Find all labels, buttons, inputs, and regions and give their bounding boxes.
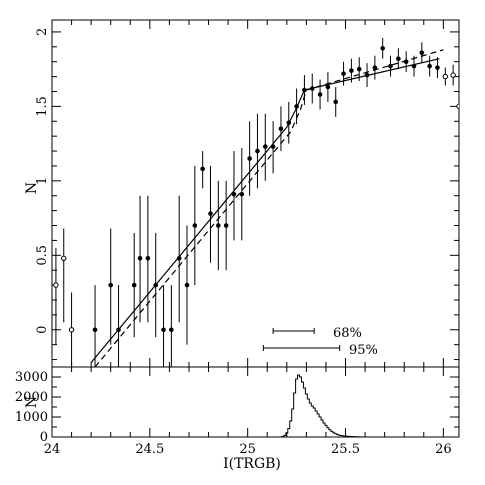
data-point	[427, 63, 432, 69]
x-tick-label: 24	[44, 442, 61, 457]
data-point	[380, 45, 385, 51]
data-point	[325, 84, 331, 90]
data-point	[161, 327, 166, 333]
data-point	[192, 223, 198, 228]
data-point	[184, 282, 190, 288]
data-point	[372, 65, 378, 70]
data-point	[333, 99, 339, 105]
top-panel-frame	[51, 19, 460, 368]
fit-line-solid	[90, 58, 440, 363]
data-point	[116, 327, 121, 333]
x-tick-label: 25	[239, 442, 256, 457]
data-point	[411, 63, 417, 69]
x-tick-label: 26	[435, 442, 452, 457]
x-axis-title: I(TRGB)	[223, 456, 281, 472]
bottom-y-axis-title: N	[24, 396, 40, 408]
data-point-open	[68, 327, 75, 333]
data-point	[137, 255, 143, 261]
data-point	[108, 282, 114, 288]
bottom-panel-frame	[51, 366, 460, 438]
data-point	[419, 50, 425, 56]
data-point	[302, 87, 307, 93]
data-point	[92, 327, 98, 333]
fit-line-dashed	[94, 49, 444, 367]
data-point	[396, 56, 401, 62]
histogram-outline	[281, 374, 367, 438]
data-point	[255, 148, 260, 154]
interval-68-label: 68%	[333, 326, 362, 341]
data-point	[223, 223, 229, 228]
y-tick-label: 0.5	[35, 245, 50, 266]
x-tick-label: 25.5	[331, 442, 360, 457]
top-panel: 0 0.5 1 1.5 2	[35, 19, 460, 368]
interval-95-label: 95%	[349, 343, 378, 358]
data-point	[364, 72, 370, 78]
y-tick-label: 1	[35, 177, 50, 185]
data-point	[208, 211, 213, 216]
data-point	[153, 282, 159, 288]
data-point-open	[61, 255, 67, 261]
data-point-open	[456, 103, 459, 110]
data-point	[231, 191, 237, 197]
bottom-panel: 24 24.5 25 25.5 26 0 1000 2000 3000	[15, 366, 460, 457]
data-point	[349, 68, 354, 73]
data-point	[239, 191, 245, 197]
data-point	[309, 86, 315, 91]
data-point	[341, 71, 346, 76]
y-tick-label: 1000	[15, 410, 48, 425]
data-point	[145, 255, 151, 261]
data-point	[216, 223, 221, 228]
data-point	[200, 166, 205, 172]
data-point	[286, 120, 292, 126]
y-tick-label: 3000	[15, 370, 48, 385]
y-tick-label: 0	[35, 326, 50, 334]
data-point	[270, 144, 276, 149]
data-point-open	[53, 282, 59, 288]
data-point	[317, 92, 323, 97]
top-plot-area	[53, 37, 459, 367]
x-tick-label: 24.5	[135, 442, 164, 457]
data-point	[131, 282, 137, 288]
data-point-open	[450, 72, 456, 78]
data-point	[176, 255, 182, 261]
data-point	[388, 63, 393, 69]
y-tick-label: 1.5	[35, 96, 50, 117]
data-point	[169, 327, 174, 333]
top-y-axis-title: N	[24, 182, 40, 194]
data-point	[247, 156, 252, 161]
data-point-open	[442, 73, 449, 80]
y-tick-label: 0	[40, 430, 48, 445]
y-tick-label: 2	[35, 28, 50, 36]
data-point	[435, 65, 440, 70]
data-point	[262, 144, 268, 149]
data-point	[356, 66, 362, 72]
data-point	[294, 104, 299, 109]
data-point	[403, 59, 409, 64]
y-tick-label: 2000	[15, 390, 48, 405]
data-point	[278, 126, 284, 132]
